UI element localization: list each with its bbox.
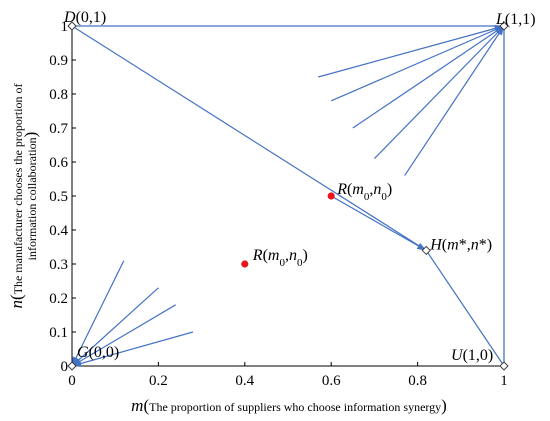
trajectory-lines <box>71 25 505 367</box>
axis-ticks: 0 0.2 0.4 0.6 0.8 1 0 0.1 0.2 0.3 0.4 0.5 0.6 0.7 0.8 0… <box>49 19 508 389</box>
trajectory-to-L <box>318 25 505 78</box>
label-G: G(0,0) <box>77 344 119 361</box>
trajectory-to-L <box>404 25 505 176</box>
svg-text:information collaboration): information collaboration) <box>21 132 40 261</box>
x-axis-title: m(The proportion of suppliers who choose… <box>131 396 447 415</box>
equilibrium-marker <box>67 361 77 371</box>
x-tick-label: 0.8 <box>408 373 427 389</box>
y-tick-label: 0.3 <box>49 257 68 273</box>
red-point <box>241 260 249 268</box>
y-tick-label: 0.9 <box>49 53 68 69</box>
trajectory-to-L <box>352 25 505 129</box>
trajectory-to-G <box>71 304 176 367</box>
y-tick-label: 1 <box>61 19 69 35</box>
svg-text:n(The manufacturer chooses the: n(The manufacturer chooses the proportio… <box>7 83 26 308</box>
label-R-upper: R(m0,n0) <box>336 181 392 203</box>
y-tick-label: 0.7 <box>49 121 68 137</box>
trajectory-to-L <box>330 25 505 102</box>
label-D: D(0,1) <box>63 9 106 26</box>
label-H: H(m*,n*) <box>429 236 492 253</box>
y-tick-label: 0.4 <box>49 223 68 239</box>
trajectory-R-to-H <box>330 195 427 251</box>
y-tick-label: 0.1 <box>49 325 68 341</box>
y-tick-label: 0.2 <box>49 291 68 307</box>
plot-frame <box>71 25 505 367</box>
y-tick-label: 0.5 <box>49 189 68 205</box>
x-tick-label: 1 <box>500 373 508 389</box>
saddle-path-line <box>71 25 427 251</box>
equilibrium-marker <box>421 245 431 256</box>
x-tick-label: 0.6 <box>322 373 341 389</box>
trajectory-to-G <box>71 331 194 367</box>
point-markers <box>67 21 509 371</box>
equilibrium-marker <box>499 361 509 371</box>
label-L: L(1,1) <box>495 11 536 28</box>
saddle-path-line <box>425 250 505 367</box>
y-tick-label: 0.8 <box>49 87 68 103</box>
equilibrium-marker <box>499 21 509 31</box>
y-axis-title: n(The manufacturer chooses the proportio… <box>7 83 40 308</box>
point-labels: D(0,1) L(1,1) G(0,0) U(1,0) H(m*,n*) R(m0,n0)… <box>63 9 536 364</box>
label-R-lower: R(m0,n0) <box>252 247 308 269</box>
label-U: U(1,0) <box>451 347 493 364</box>
x-tick-label: 0 <box>68 373 76 389</box>
trajectory-to-G <box>71 260 125 367</box>
red-point <box>327 192 335 200</box>
trajectory-to-L <box>373 25 505 160</box>
trajectory-to-G <box>71 287 159 367</box>
y-tick-label: 0.6 <box>49 155 68 171</box>
equilibrium-marker <box>67 21 77 31</box>
y-tick-label: 0 <box>61 359 69 375</box>
x-tick-label: 0.4 <box>235 373 254 389</box>
x-tick-label: 0.2 <box>149 373 168 389</box>
